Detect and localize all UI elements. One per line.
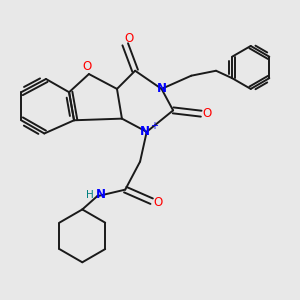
Text: N: N	[96, 188, 106, 201]
Text: N: N	[157, 82, 166, 95]
Text: O: O	[124, 32, 133, 45]
Text: +: +	[150, 121, 158, 131]
Text: O: O	[153, 196, 162, 209]
Text: N: N	[140, 125, 150, 138]
Text: O: O	[202, 107, 212, 120]
Text: O: O	[82, 60, 92, 73]
Text: H: H	[86, 190, 94, 200]
